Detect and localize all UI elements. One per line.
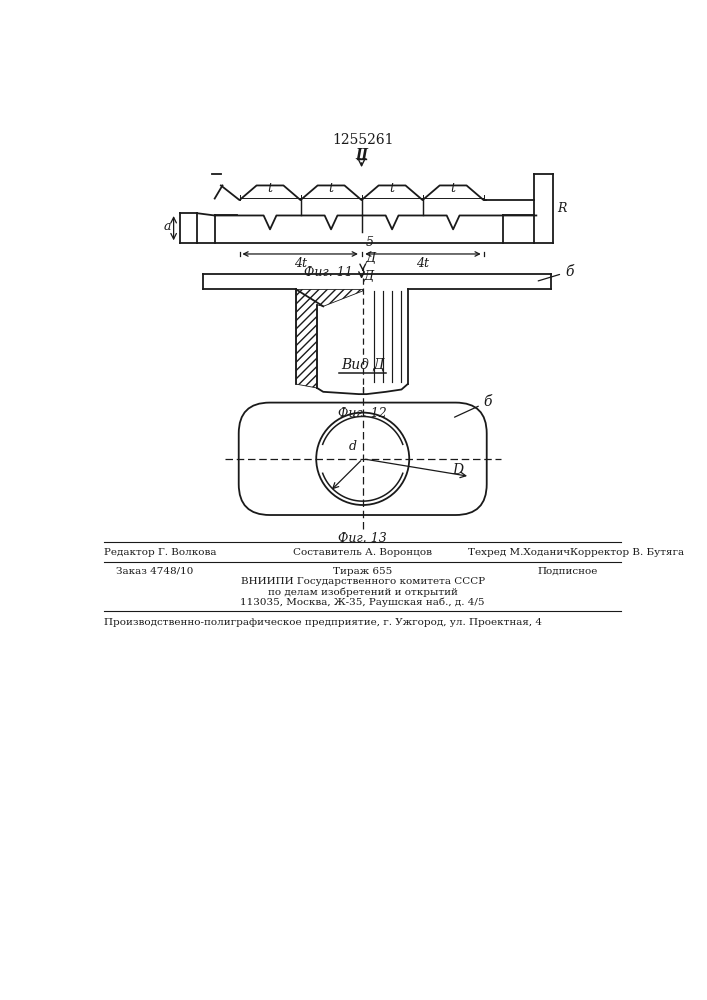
Text: 4t: 4t: [416, 257, 429, 270]
Text: Фиг. 13: Фиг. 13: [339, 532, 387, 545]
Text: D: D: [452, 463, 463, 477]
Text: Д: Д: [366, 252, 376, 265]
Text: Техред М.Ходанич: Техред М.Ходанич: [468, 548, 571, 557]
Text: R: R: [557, 202, 566, 215]
Text: Вид Д: Вид Д: [341, 358, 385, 372]
Text: Производственно-полиграфическое предприятие, г. Ужгород, ул. Проектная, 4: Производственно-полиграфическое предприя…: [104, 618, 542, 627]
Text: a: a: [164, 220, 171, 233]
Text: б: б: [455, 395, 492, 417]
Text: ВНИИПИ Государственного комитета СССР: ВНИИПИ Государственного комитета СССР: [240, 578, 485, 586]
Text: t: t: [267, 182, 272, 195]
Text: d: d: [349, 440, 356, 453]
Text: Заказ 4748/10: Заказ 4748/10: [115, 567, 193, 576]
Text: II: II: [355, 148, 368, 162]
Text: б: б: [538, 265, 573, 281]
Text: 4t: 4t: [294, 257, 307, 270]
Text: 5: 5: [366, 235, 373, 248]
Text: Подписное: Подписное: [538, 567, 598, 576]
Text: Тираж 655: Тираж 655: [333, 567, 392, 576]
Text: Д: Д: [364, 270, 374, 283]
Text: Фиг. 11: Фиг. 11: [304, 266, 353, 279]
Text: 1255261: 1255261: [332, 133, 394, 147]
Text: Фиг. 12: Фиг. 12: [339, 407, 387, 420]
Text: Редактор Г. Волкова: Редактор Г. Волкова: [104, 548, 216, 557]
Text: по делам изобретений и открытий: по делам изобретений и открытий: [268, 587, 457, 597]
Text: 113035, Москва, Ж-35, Раушская наб., д. 4/5: 113035, Москва, Ж-35, Раушская наб., д. …: [240, 597, 485, 607]
Text: t: t: [329, 182, 334, 195]
Text: Составитель А. Воронцов: Составитель А. Воронцов: [293, 548, 432, 557]
Text: t: t: [450, 182, 455, 195]
Text: t: t: [390, 182, 395, 195]
Text: Корректор В. Бутяга: Корректор В. Бутяга: [571, 548, 684, 557]
